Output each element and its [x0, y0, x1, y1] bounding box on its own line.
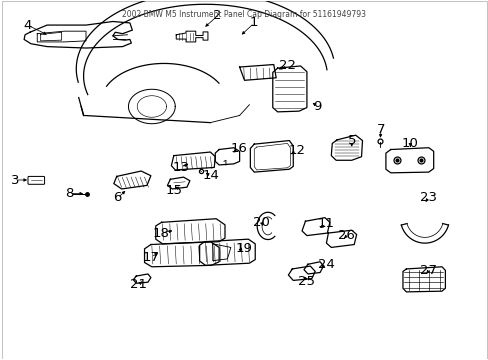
- Text: 25: 25: [298, 275, 315, 288]
- Text: 13: 13: [172, 161, 189, 174]
- Text: 10: 10: [401, 137, 418, 150]
- Text: 22: 22: [278, 59, 295, 72]
- Text: 24: 24: [317, 258, 334, 271]
- Text: 2002 BMW M5 Instrument Panel Cap Diagram for 51161949793: 2002 BMW M5 Instrument Panel Cap Diagram…: [122, 10, 366, 19]
- Text: 20: 20: [253, 216, 269, 229]
- Text: 27: 27: [420, 264, 436, 277]
- Text: 19: 19: [236, 242, 252, 255]
- Text: 26: 26: [338, 229, 355, 242]
- Text: 23: 23: [420, 191, 436, 204]
- Text: 12: 12: [288, 144, 305, 157]
- Text: 8: 8: [64, 187, 73, 200]
- Text: 11: 11: [317, 217, 334, 230]
- Text: 15: 15: [165, 184, 182, 197]
- Text: 4: 4: [23, 19, 32, 32]
- FancyBboxPatch shape: [28, 176, 44, 184]
- Text: 18: 18: [152, 226, 169, 239]
- Text: 3: 3: [11, 174, 20, 186]
- Text: 9: 9: [313, 100, 321, 113]
- Text: 2: 2: [213, 9, 222, 22]
- Text: 1: 1: [249, 17, 258, 30]
- Text: 14: 14: [203, 169, 219, 182]
- Text: 17: 17: [142, 251, 159, 264]
- Text: 7: 7: [376, 123, 385, 136]
- Text: 6: 6: [113, 192, 122, 204]
- Text: 21: 21: [129, 278, 146, 291]
- Text: 5: 5: [347, 134, 355, 147]
- Text: 16: 16: [230, 142, 246, 155]
